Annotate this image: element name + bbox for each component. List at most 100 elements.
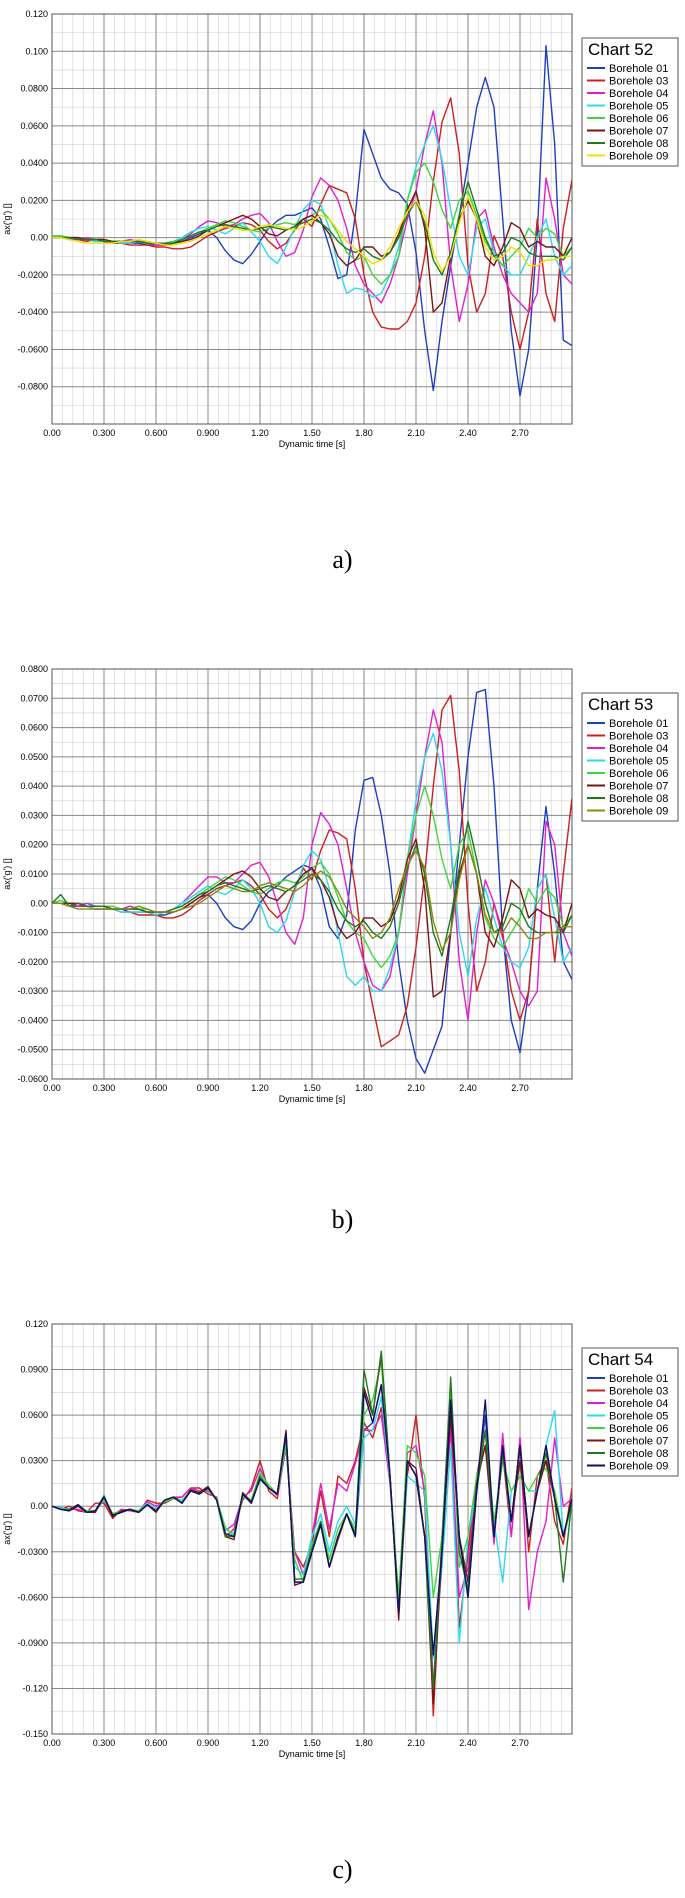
y-tick-label: -0.0300 bbox=[17, 986, 48, 996]
y-tick-label: 0.0600 bbox=[20, 121, 48, 131]
x-tick-label: 1.80 bbox=[355, 1738, 373, 1748]
series-group bbox=[52, 1350, 572, 1717]
legend-label: Borehole 01 bbox=[609, 1373, 668, 1385]
y-tick-label: 0.0300 bbox=[20, 810, 48, 820]
x-tick-label: 2.70 bbox=[511, 428, 529, 438]
y-tick-label: 0.0900 bbox=[20, 1365, 48, 1375]
x-tick-label: 2.10 bbox=[407, 428, 425, 438]
legend-label: Borehole 03 bbox=[609, 76, 668, 88]
y-tick-label: 0.0700 bbox=[20, 693, 48, 703]
y-tick-label: 0.0600 bbox=[20, 723, 48, 733]
caption-c: c) bbox=[332, 1855, 353, 1884]
x-tick-label: 0.900 bbox=[197, 1738, 220, 1748]
x-tick-label: 0.600 bbox=[145, 1083, 168, 1093]
legend-label: Borehole 08 bbox=[609, 1448, 668, 1460]
y-tick-label: 0.0100 bbox=[20, 869, 48, 879]
y-tick-label: 0.0200 bbox=[20, 195, 48, 205]
x-tick-label: 0.600 bbox=[145, 1738, 168, 1748]
series-line-7 bbox=[52, 180, 572, 276]
y-tick-label: 0.00 bbox=[30, 898, 48, 908]
y-tick-label: 0.0800 bbox=[20, 84, 48, 94]
legend-label: Borehole 04 bbox=[609, 88, 668, 100]
series-line-1 bbox=[52, 45, 572, 397]
series-line-2 bbox=[52, 97, 572, 351]
legend-box bbox=[581, 37, 679, 167]
y-tick-label: -0.0300 bbox=[17, 1547, 48, 1557]
y-axis-label: ax('g') [] bbox=[2, 858, 12, 889]
x-tick-label: 2.70 bbox=[511, 1083, 529, 1093]
series-line-2 bbox=[52, 694, 572, 1048]
series-line-8 bbox=[52, 195, 572, 272]
legend-label: Borehole 08 bbox=[609, 138, 668, 150]
y-tick-label: -0.120 bbox=[22, 1683, 48, 1693]
x-tick-label: 1.20 bbox=[251, 428, 269, 438]
y-tick-label: -0.0600 bbox=[17, 1592, 48, 1602]
legend-label: Borehole 04 bbox=[609, 743, 668, 755]
x-tick-label: 1.20 bbox=[251, 1738, 269, 1748]
legend-label: Borehole 03 bbox=[609, 1386, 668, 1398]
y-tick-label: -0.0400 bbox=[17, 307, 48, 317]
y-tick-label: 0.0400 bbox=[20, 158, 48, 168]
y-tick-label: 0.0800 bbox=[20, 664, 48, 674]
legend-label: Borehole 06 bbox=[609, 1423, 668, 1435]
legend-label: Borehole 01 bbox=[609, 63, 668, 75]
x-tick-label: 2.40 bbox=[459, 1738, 477, 1748]
y-tick-label: -0.0200 bbox=[17, 957, 48, 967]
x-tick-label: 2.10 bbox=[407, 1738, 425, 1748]
y-tick-label: -0.0900 bbox=[17, 1638, 48, 1648]
legend-label: Borehole 06 bbox=[609, 768, 668, 780]
x-axis-label: Dynamic time [s] bbox=[279, 439, 346, 449]
y-tick-label: 0.0300 bbox=[20, 1456, 48, 1466]
y-tick-label: -0.0100 bbox=[17, 928, 48, 938]
legend-label: Borehole 05 bbox=[609, 1411, 668, 1423]
x-axis-label: Dynamic time [s] bbox=[279, 1094, 346, 1104]
x-tick-label: 0.900 bbox=[197, 428, 220, 438]
x-tick-label: 0.300 bbox=[93, 428, 116, 438]
caption-b: b) bbox=[331, 1205, 354, 1234]
x-tick-label: 1.80 bbox=[355, 1083, 373, 1093]
x-tick-label: 2.40 bbox=[459, 428, 477, 438]
series-group bbox=[52, 688, 572, 1074]
legend-title: Chart 53 bbox=[588, 695, 653, 714]
legend-label: Borehole 03 bbox=[609, 731, 668, 743]
x-tick-label: 2.10 bbox=[407, 1083, 425, 1093]
y-tick-label: -0.0400 bbox=[17, 1015, 48, 1025]
legend-label: Borehole 07 bbox=[609, 126, 668, 138]
legend-box bbox=[581, 692, 679, 822]
x-tick-label: 0.300 bbox=[93, 1738, 116, 1748]
x-tick-label: 1.50 bbox=[303, 428, 321, 438]
x-tick-label: 1.50 bbox=[303, 1083, 321, 1093]
x-tick-label: 0.300 bbox=[93, 1083, 116, 1093]
x-tick-label: 1.20 bbox=[251, 1083, 269, 1093]
chart-54: 0.00 0.300 0.600 0.900 1.20 1.50 1.80 2.10 2.40 2… bbox=[2, 1319, 679, 1759]
chart-panel-c: 0.00 0.300 0.600 0.900 1.20 1.50 1.80 2.10 2.40 2… bbox=[0, 1310, 685, 1770]
legend-label: Borehole 05 bbox=[609, 756, 668, 768]
chart-panel-a: 0.00 0.300 0.600 0.900 1.20 1.50 1.80 2.10 2.40 2… bbox=[0, 0, 685, 460]
y-tick-label: 0.0400 bbox=[20, 781, 48, 791]
plot-frame bbox=[51, 1323, 573, 1735]
x-axis-label: Dynamic time [s] bbox=[279, 1749, 346, 1759]
y-tick-label: 0.0600 bbox=[20, 1410, 48, 1420]
caption-a: a) bbox=[332, 545, 353, 574]
y-tick-label: 0.120 bbox=[25, 9, 48, 19]
chart-53: 0.00 0.300 0.600 0.900 1.20 1.50 1.80 2.10 2.40 2… bbox=[2, 664, 679, 1104]
y-tick-label: -0.0500 bbox=[17, 1045, 48, 1055]
y-tick-label: 0.120 bbox=[25, 1319, 48, 1329]
plot-frame bbox=[51, 668, 573, 1080]
x-tick-label: 2.70 bbox=[511, 1738, 529, 1748]
series-group bbox=[52, 45, 572, 397]
legend-title: Chart 54 bbox=[588, 1350, 653, 1369]
legend-label: Borehole 05 bbox=[609, 101, 668, 113]
legend-label: Borehole 09 bbox=[609, 151, 668, 163]
x-tick-label: 0.900 bbox=[197, 1083, 220, 1093]
series-line-8 bbox=[52, 843, 572, 951]
y-tick-label: 0.0200 bbox=[20, 840, 48, 850]
legend-title: Chart 52 bbox=[588, 40, 653, 59]
y-axis-label: ax('g') [] bbox=[2, 203, 12, 234]
series-line-7 bbox=[52, 820, 572, 957]
x-tick-label: 1.80 bbox=[355, 428, 373, 438]
legend-label: Borehole 09 bbox=[609, 1461, 668, 1473]
x-tick-label: 0.00 bbox=[43, 1083, 61, 1093]
